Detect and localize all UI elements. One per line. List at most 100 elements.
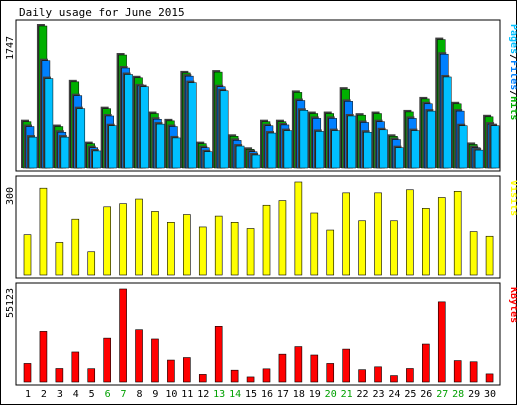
bar-visits-19 xyxy=(310,212,319,276)
bar-visits-7 xyxy=(119,203,127,276)
bar-kbytes-1 xyxy=(23,363,32,383)
x-tick-label-10: 10 xyxy=(165,389,177,400)
bar-visits-21 xyxy=(342,192,350,276)
y-max-label-kbytes: 55123 xyxy=(5,288,16,318)
x-tick-label-7: 7 xyxy=(121,389,127,400)
x-tick-label-22: 22 xyxy=(357,389,369,400)
y-series-label-part-0: KBytes xyxy=(508,287,517,323)
bar-pages-8 xyxy=(140,86,149,169)
bar-kbytes-2 xyxy=(39,331,48,383)
bar-kbytes-19 xyxy=(310,354,319,383)
bar-pages-4 xyxy=(76,108,86,169)
x-tick-label-27: 27 xyxy=(436,389,448,400)
bar-visits-27 xyxy=(437,197,446,276)
bar-pages-22 xyxy=(363,131,372,169)
bar-pages-12 xyxy=(204,151,213,169)
y-series-label-part-3: / xyxy=(508,90,517,96)
x-tick-label-5: 5 xyxy=(89,389,95,400)
x-tick-label-15: 15 xyxy=(245,389,257,400)
bar-visits-9 xyxy=(151,211,159,276)
bar-pages-11 xyxy=(188,82,197,169)
x-tick-label-18: 18 xyxy=(293,389,305,400)
bar-kbytes-8 xyxy=(135,329,143,383)
bar-kbytes-7 xyxy=(119,288,127,383)
x-tick-label-11: 11 xyxy=(181,389,193,400)
bar-pages-20 xyxy=(331,130,340,169)
bar-pages-29 xyxy=(474,149,484,169)
bar-kbytes-27 xyxy=(437,301,446,383)
bar-visits-17 xyxy=(278,200,287,276)
bar-kbytes-16 xyxy=(262,368,271,383)
bar-pages-13 xyxy=(219,90,229,169)
bar-kbytes-26 xyxy=(422,343,430,383)
bar-pages-27 xyxy=(443,76,452,169)
bar-visits-16 xyxy=(262,204,271,276)
bar-visits-8 xyxy=(135,198,143,276)
y-series-label-kbytes: KBytes xyxy=(508,287,517,323)
bar-kbytes-11 xyxy=(183,357,191,383)
bar-visits-26 xyxy=(422,208,430,276)
bar-visits-11 xyxy=(183,214,191,276)
bar-pages-23 xyxy=(379,129,388,169)
bar-kbytes-10 xyxy=(167,359,175,383)
x-tick-label-6: 6 xyxy=(105,389,111,400)
bar-kbytes-5 xyxy=(87,368,96,383)
bar-kbytes-15 xyxy=(246,376,255,383)
x-tick-label-28: 28 xyxy=(452,389,464,400)
x-tick-label-25: 25 xyxy=(404,389,416,400)
x-tick-label-4: 4 xyxy=(73,389,79,400)
bar-kbytes-20 xyxy=(326,363,335,383)
bar-pages-18 xyxy=(299,110,309,169)
bar-kbytes-17 xyxy=(278,353,287,383)
bar-kbytes-6 xyxy=(103,337,111,383)
bar-kbytes-25 xyxy=(406,368,414,383)
bar-kbytes-18 xyxy=(294,346,303,383)
panel-frame-visits xyxy=(15,175,501,279)
bar-kbytes-21 xyxy=(342,348,350,383)
bar-pages-1 xyxy=(28,136,38,169)
bar-visits-3 xyxy=(55,242,64,276)
y-max-label-hits: 1747 xyxy=(5,36,16,60)
bar-visits-23 xyxy=(374,192,382,276)
bar-visits-25 xyxy=(406,189,414,276)
x-tick-label-19: 19 xyxy=(309,389,321,400)
bar-pages-19 xyxy=(315,131,325,169)
panel-visits: 300 Visits xyxy=(5,175,517,279)
bar-pages-16 xyxy=(267,132,277,169)
x-tick-label-12: 12 xyxy=(197,389,209,400)
bar-visits-4 xyxy=(71,218,80,276)
bar-visits-18 xyxy=(294,181,303,276)
x-tick-label-9: 9 xyxy=(152,389,158,400)
bar-visits-15 xyxy=(246,228,255,276)
bar-kbytes-23 xyxy=(374,366,382,383)
panel-frame-kbytes xyxy=(15,282,501,386)
bar-visits-6 xyxy=(103,206,111,276)
bar-pages-14 xyxy=(235,145,245,169)
bar-visits-14 xyxy=(230,222,239,276)
x-tick-label-24: 24 xyxy=(388,389,400,400)
bar-pages-25 xyxy=(411,130,420,169)
bar-kbytes-28 xyxy=(453,360,462,383)
bar-pages-2 xyxy=(44,78,54,169)
x-tick-label-16: 16 xyxy=(261,389,273,400)
bar-pages-3 xyxy=(60,136,70,169)
bar-pages-28 xyxy=(458,125,468,169)
y-series-label-part-4: Hits xyxy=(508,96,517,120)
bar-pages-10 xyxy=(172,137,181,169)
bar-visits-30 xyxy=(485,235,494,276)
bar-visits-2 xyxy=(39,187,48,276)
y-series-label-part-1: / xyxy=(508,54,517,60)
x-tick-label-21: 21 xyxy=(341,389,353,400)
x-axis-labels: 1 2 3 4 5 6 7 8 9 10 11 12 13 14 15 16 17 18 19 20 21 22 23 24 2… xyxy=(25,389,496,400)
bar-visits-12 xyxy=(198,226,207,276)
bar-pages-24 xyxy=(395,147,404,169)
x-tick-label-13: 13 xyxy=(213,389,225,400)
bar-pages-9 xyxy=(156,123,165,169)
bar-visits-28 xyxy=(453,191,462,276)
bar-visits-13 xyxy=(214,215,223,276)
bar-pages-7 xyxy=(124,74,133,169)
bar-kbytes-24 xyxy=(390,375,398,383)
bar-visits-24 xyxy=(390,220,398,276)
